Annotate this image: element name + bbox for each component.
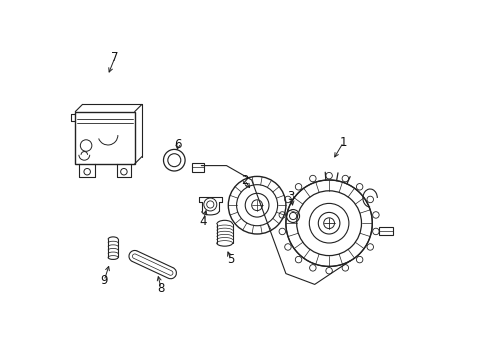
Text: 7: 7 <box>111 51 119 64</box>
Text: 2: 2 <box>240 174 248 186</box>
Text: 9: 9 <box>100 274 108 287</box>
Text: 3: 3 <box>287 190 294 203</box>
Text: 8: 8 <box>157 282 164 294</box>
Text: 1: 1 <box>339 136 346 149</box>
Bar <box>192 163 203 172</box>
Bar <box>378 227 392 235</box>
Text: 5: 5 <box>226 253 234 266</box>
Bar <box>75 112 134 164</box>
Text: 4: 4 <box>199 215 206 228</box>
Text: 6: 6 <box>174 138 181 150</box>
